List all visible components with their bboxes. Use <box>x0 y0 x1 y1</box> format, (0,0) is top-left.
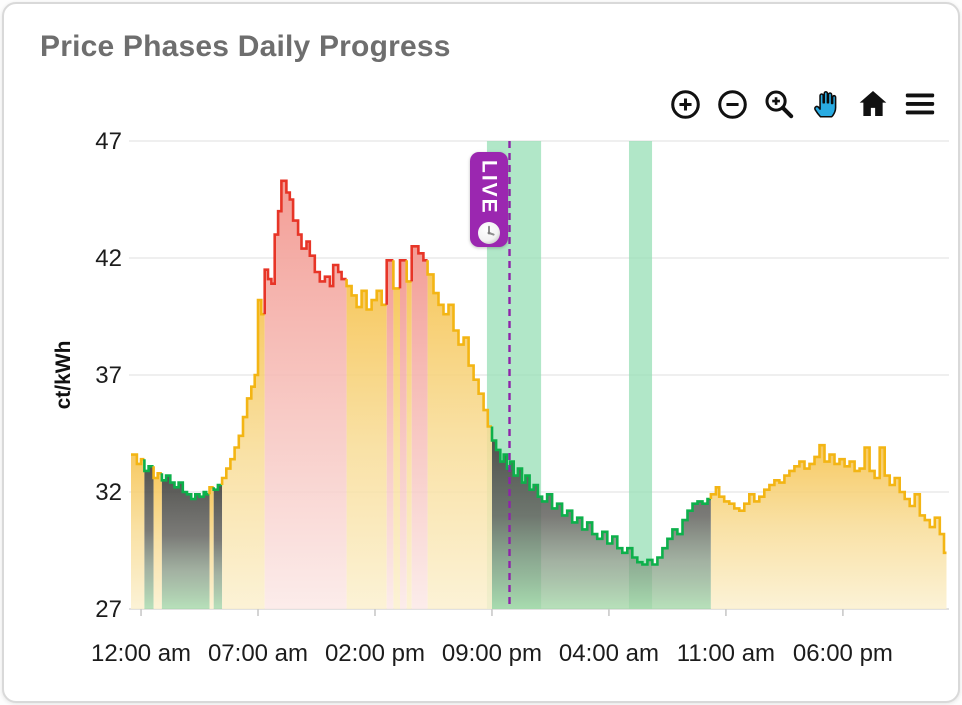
line-n <box>392 260 400 290</box>
area-n <box>406 281 412 609</box>
zoom-in-button[interactable] <box>667 86 703 122</box>
line-n <box>345 279 387 311</box>
area-h <box>411 246 428 610</box>
x-tick-label: 07:00 am <box>208 640 308 667</box>
line-n <box>131 453 145 466</box>
line-l <box>212 483 223 491</box>
zoom-out-icon <box>717 89 747 119</box>
y-tick-label: 47 <box>95 128 122 155</box>
x-tick-label: 06:00 pm <box>793 640 893 667</box>
area-n <box>393 288 400 609</box>
zoom-in-icon <box>670 89 700 119</box>
area-n <box>131 454 145 609</box>
live-badge: LIVE <box>470 152 508 247</box>
menu-button[interactable] <box>902 86 938 122</box>
x-tick-label: 12:00 am <box>91 640 191 667</box>
y-tick-label: 42 <box>95 245 122 272</box>
line-l <box>160 473 210 501</box>
line-l <box>143 459 154 473</box>
y-tick-label: 27 <box>95 596 122 623</box>
line-n <box>426 260 492 428</box>
clock-icon <box>478 221 500 244</box>
box-zoom-button[interactable] <box>761 86 797 122</box>
line-h <box>410 245 428 282</box>
line-h <box>263 179 347 315</box>
page-title: Price Phases Daily Progress <box>40 30 451 63</box>
area-l <box>144 466 154 609</box>
pan-button[interactable] <box>808 86 844 122</box>
area-l <box>492 440 711 609</box>
zoom-out-button[interactable] <box>714 86 750 122</box>
x-axis <box>129 608 949 616</box>
x-tick-labels: 12:00 am 07:00 am 02:00 pm 09:00 pm 04:00 am… <box>91 640 893 667</box>
reset-home-button[interactable] <box>855 86 891 122</box>
chart-toolbar <box>667 86 938 122</box>
x-tick-label: 11:00 am <box>677 640 775 667</box>
magnifier-zoom-icon <box>764 89 793 118</box>
area-n <box>346 286 387 609</box>
price-chart[interactable]: 27 32 37 42 47 12:00 am 07:00 am 02:00 pm 09:00 … <box>4 4 960 703</box>
area-n <box>710 445 947 609</box>
hamburger-menu-icon <box>905 93 935 115</box>
area-h <box>264 180 347 610</box>
y-axis-title: ct/kWh <box>52 341 75 410</box>
pan-hand-icon <box>814 90 837 118</box>
home-icon <box>859 90 887 117</box>
line-n <box>220 298 265 485</box>
line-h <box>398 259 407 289</box>
cheap-phase-band <box>628 141 653 609</box>
area-h <box>386 260 394 609</box>
area-n <box>153 473 162 609</box>
area-n <box>209 487 214 609</box>
area-l <box>161 475 210 609</box>
area-n <box>427 274 492 609</box>
x-tick-label: 04:00 am <box>559 640 659 667</box>
y-tick-label: 32 <box>95 479 122 506</box>
x-tick-label: 02:00 pm <box>325 640 425 667</box>
area-n <box>222 300 265 609</box>
phase-step-lines <box>131 179 947 566</box>
line-n <box>208 486 214 495</box>
y-tick-label: 37 <box>95 362 122 389</box>
line-n <box>709 443 947 555</box>
y-tick-labels: 27 32 37 42 47 <box>95 128 122 623</box>
area-l <box>213 485 223 609</box>
line-n <box>152 466 162 480</box>
x-tick-label: 09:00 pm <box>442 640 542 667</box>
live-badge-label: LIVE <box>477 160 501 215</box>
line-n <box>405 260 412 283</box>
line-h <box>385 259 394 305</box>
area-h <box>400 260 407 609</box>
line-l <box>490 426 711 566</box>
